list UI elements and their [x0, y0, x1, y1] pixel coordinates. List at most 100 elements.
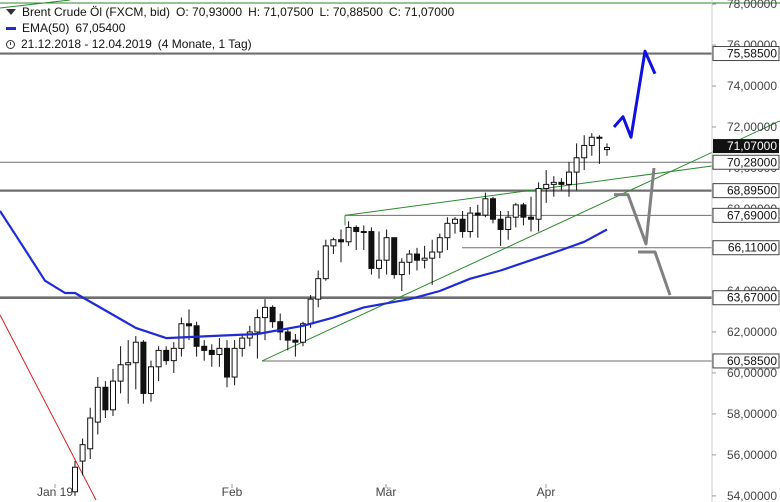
candle-body	[315, 278, 322, 300]
period: (4 Monate, 1 Tag)	[157, 37, 252, 51]
candle-body	[72, 466, 78, 493]
y-tick-label: 54,00000	[727, 489, 777, 502]
y-tick-label: 78,00000	[727, 0, 777, 11]
chart-legend: Brent Crude Öl (FXCM, bid) O: 70,93000 H…	[6, 4, 454, 52]
candle-body	[596, 136, 603, 139]
level-label-box	[712, 183, 780, 199]
candle-body	[201, 345, 208, 351]
legend-instrument-row: Brent Crude Öl (FXCM, bid) O: 70,93000 H…	[6, 4, 454, 20]
candle-body	[178, 323, 185, 349]
level-label: 75,58500	[727, 47, 777, 61]
candle-body	[391, 237, 398, 276]
candle-body	[170, 347, 177, 362]
candle-body	[330, 239, 337, 247]
level-label-box	[712, 353, 780, 369]
candle-body	[376, 259, 382, 269]
candle-body	[87, 417, 94, 450]
y-tick-label: 72,00000	[727, 120, 777, 134]
candle-body	[398, 261, 405, 276]
candle-body	[186, 323, 192, 327]
candle-body	[262, 306, 268, 319]
last-price-box	[713, 139, 779, 154]
ohlc-low: L: 70,88500	[319, 5, 383, 19]
ema-value: 67,05400	[75, 21, 126, 35]
candle-body	[110, 380, 116, 411]
candle-body	[300, 323, 306, 343]
candle-body	[338, 239, 344, 243]
y-tick-label: 60,00000	[727, 366, 777, 380]
candle-body	[125, 362, 132, 366]
candle-body	[307, 298, 314, 325]
bearish-projection-arrow	[614, 167, 656, 246]
candle-body	[345, 226, 352, 243]
level-label-box	[712, 207, 780, 223]
candle-body	[208, 349, 215, 355]
candle-body	[497, 218, 504, 230]
downtrend-line	[0, 314, 97, 501]
level-label: 60,58500	[727, 354, 777, 368]
level-label-box	[712, 240, 780, 256]
candle-body	[224, 347, 230, 378]
candle-body	[588, 136, 595, 146]
candle-body	[490, 198, 496, 220]
top-green-line	[0, 0, 71, 9]
level-label: 70,28000	[727, 155, 777, 169]
candle-body	[543, 183, 550, 189]
candle-body	[474, 212, 481, 216]
candle-body	[505, 216, 512, 230]
ema-curve	[0, 210, 608, 340]
candle-body	[444, 222, 451, 239]
y-tick-label: 58,00000	[727, 407, 777, 421]
candle-body	[452, 218, 458, 224]
candle-body	[239, 337, 246, 349]
ema-swatch-icon	[6, 26, 16, 30]
x-axis: Jan 19 Feb Mär Apr	[37, 484, 555, 499]
y-tick-label: 74,00000	[727, 79, 777, 93]
channel-top-line	[344, 165, 713, 216]
collapse-arrow-icon[interactable]	[6, 9, 16, 15]
candle-body	[482, 198, 489, 216]
level-label: 66,11000	[728, 241, 777, 255]
projection-arrows	[612, 49, 672, 296]
instrument-name: Brent Crude Öl (FXCM, bid)	[22, 5, 171, 19]
ema-label: EMA(50)	[22, 21, 70, 35]
candle-body	[117, 364, 124, 382]
date-range: 21.12.2018 - 12.04.2019	[21, 37, 152, 51]
candle-body	[550, 181, 557, 185]
ohlc-high: H: 71,07500	[248, 5, 314, 19]
candle-body	[155, 349, 162, 368]
candle-body	[429, 251, 436, 259]
candle-body	[535, 187, 542, 220]
level-label: 67,69000	[727, 208, 777, 222]
candle-body	[368, 231, 375, 269]
level-label-box	[712, 154, 780, 170]
y-axis: 78,0000076,0000074,0000072,0000070,00000…	[711, 0, 780, 502]
candle-body	[604, 147, 610, 151]
candle-body	[512, 204, 519, 218]
ema-line	[0, 210, 608, 340]
candle-body	[102, 386, 109, 411]
candle-body	[566, 171, 572, 185]
uptrend-support-line	[261, 120, 780, 362]
last-price-label: 71,07000	[727, 139, 777, 153]
support-resistance-levels	[0, 52, 712, 362]
candle-body	[163, 349, 170, 362]
candle-body	[459, 218, 466, 233]
candle-body	[414, 253, 420, 261]
candle-body	[528, 216, 534, 220]
legend-ema-row: EMA(50) 67,05400	[6, 20, 454, 36]
level-label-box	[712, 46, 780, 62]
candle-body	[322, 245, 329, 280]
candle-body	[353, 226, 360, 233]
candle-body	[406, 253, 413, 263]
candle-body	[94, 386, 101, 423]
level-label: 63,67000	[727, 291, 777, 305]
candle-body	[573, 157, 580, 173]
level-label: 68,89500	[727, 184, 777, 198]
candle-body	[216, 347, 223, 355]
candle-body	[254, 317, 261, 333]
candle-body	[140, 341, 147, 394]
candle-body	[79, 444, 86, 462]
